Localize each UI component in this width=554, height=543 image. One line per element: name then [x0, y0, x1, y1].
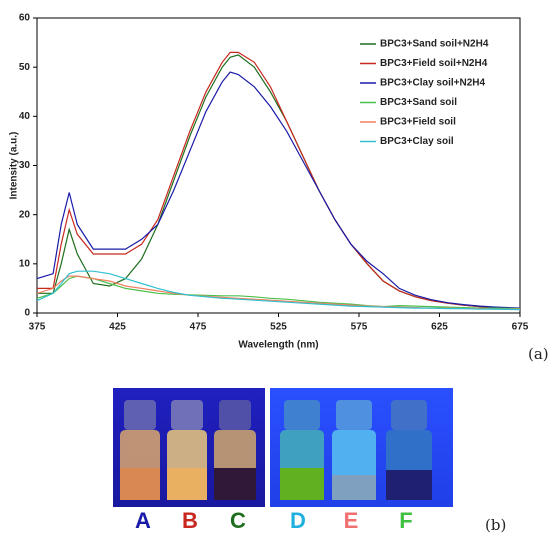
x-axis-label: Wavelength (nm): [238, 340, 318, 351]
x-tick-label: 525: [270, 322, 287, 333]
x-tick-label: 475: [190, 322, 207, 333]
photo-left: [113, 388, 265, 507]
y-tick-label: 20: [19, 209, 31, 220]
legend-label: BPC3+Sand soil+N2H4: [380, 39, 489, 50]
y-axis-label: Intensity (a.u.): [9, 132, 20, 200]
series-line: [36, 275, 521, 310]
photo-right: [270, 388, 453, 507]
series-line: [36, 71, 521, 309]
series-line: [37, 51, 521, 310]
legend-label: BPC3+Field soil+N2H4: [380, 58, 488, 69]
y-tick-label: 30: [19, 160, 31, 171]
legend-label: BPC3+Sand soil: [380, 97, 457, 108]
x-tick-label: 675: [512, 322, 529, 333]
y-tick-label: 50: [19, 62, 31, 73]
legend-label: BPC3+Clay soil+N2H4: [380, 78, 485, 89]
photo-label: A: [135, 508, 151, 533]
x-tick-label: 575: [351, 322, 368, 333]
series-line: [36, 275, 520, 310]
series-line: [37, 54, 521, 310]
y-tick-label: 40: [19, 111, 31, 122]
legend-label: BPC3+Clay soil: [380, 136, 454, 147]
panel-label: (a): [528, 345, 549, 363]
x-tick-label: 425: [109, 322, 126, 333]
panel-label: (b): [485, 516, 506, 534]
series-line: [36, 270, 521, 311]
y-tick-label: 60: [19, 13, 31, 24]
x-tick-label: 625: [431, 322, 448, 333]
photo-label: E: [344, 508, 359, 533]
x-tick-label: 375: [29, 322, 46, 333]
y-tick-label: 10: [19, 258, 31, 269]
photo-label: C: [230, 508, 246, 533]
legend-label: BPC3+Field soil: [380, 117, 456, 128]
photo-label: D: [290, 508, 306, 533]
photo-label: B: [182, 508, 198, 533]
photo-label: F: [399, 508, 412, 533]
y-tick-label: 0: [24, 308, 30, 319]
